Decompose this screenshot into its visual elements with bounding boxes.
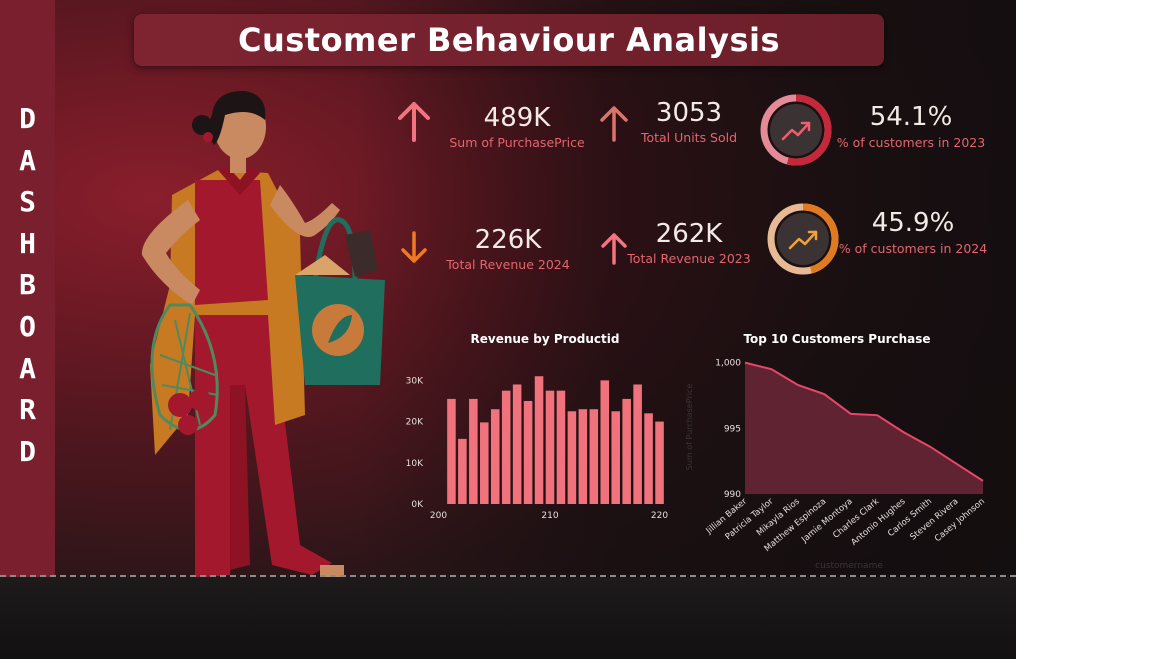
page-title: Customer Behaviour Analysis bbox=[237, 21, 781, 59]
kpi-value: 226K bbox=[474, 225, 542, 255]
bar bbox=[480, 422, 489, 504]
ring-center bbox=[777, 213, 829, 265]
bar bbox=[578, 409, 588, 504]
bar bbox=[545, 390, 555, 504]
bar bbox=[469, 398, 478, 504]
bar bbox=[501, 390, 511, 504]
kpi-label: Sum of PurchasePrice bbox=[449, 135, 585, 150]
x-axis-label: customername bbox=[815, 561, 883, 571]
kpi-label: Total Units Sold bbox=[640, 130, 738, 145]
bar bbox=[534, 376, 544, 504]
ring-progress bbox=[760, 94, 832, 166]
y-tick-label: 0K bbox=[411, 500, 424, 510]
bar bbox=[589, 409, 599, 504]
y-tick-label: 990 bbox=[724, 490, 741, 500]
arrow-up-icon bbox=[601, 233, 627, 265]
series-line bbox=[744, 361, 984, 482]
side-letter: R bbox=[19, 393, 36, 427]
bar bbox=[458, 438, 467, 504]
bar bbox=[644, 413, 653, 504]
bar bbox=[512, 384, 522, 504]
kpi-value: 489K bbox=[483, 103, 551, 133]
percent-customers-2023: 54.1% % of customers in 2023 bbox=[836, 102, 986, 150]
x-tick-label: 210 bbox=[541, 511, 558, 521]
side-letter: B bbox=[19, 268, 36, 302]
bar bbox=[447, 398, 456, 504]
kpi-value: 262K bbox=[655, 219, 723, 249]
y-tick-label: 995 bbox=[724, 424, 741, 434]
revenue-by-productid-chart: 0K 10K 20K 30K 200 210 220 bbox=[406, 376, 668, 521]
kpi-total-revenue-2024: 226K Total Revenue 2024 bbox=[443, 225, 573, 272]
trending-up-icon bbox=[788, 230, 818, 250]
percent-label: % of customers in 2024 bbox=[838, 241, 988, 256]
y-tick-label: 20K bbox=[406, 418, 424, 428]
bar bbox=[600, 380, 610, 504]
y-tick-label: 30K bbox=[406, 376, 424, 386]
bar bbox=[523, 400, 533, 504]
side-letter: S bbox=[19, 185, 36, 219]
ring-gauge-2024 bbox=[767, 203, 839, 275]
x-tick-label: 200 bbox=[430, 511, 447, 521]
side-letter: H bbox=[19, 226, 36, 260]
arrow-down-icon bbox=[401, 231, 427, 263]
kpi-value: 3053 bbox=[655, 98, 723, 128]
percent-label: % of customers in 2023 bbox=[836, 135, 986, 150]
kpi-sum-purchase-price: 489K Sum of PurchasePrice bbox=[447, 103, 587, 150]
area-chart-title: Top 10 Customers Purchase bbox=[743, 332, 931, 346]
side-letter: D bbox=[19, 102, 36, 135]
percent-customers-2024: 45.9% % of customers in 2024 bbox=[838, 208, 988, 256]
shopper-illustration bbox=[141, 90, 400, 637]
kpi-total-units-sold: 3053 Total Units Sold bbox=[624, 98, 754, 145]
side-strip bbox=[0, 0, 55, 577]
bar bbox=[490, 409, 500, 504]
bar bbox=[611, 411, 620, 504]
bar bbox=[633, 384, 642, 504]
kpi-label: Total Revenue 2023 bbox=[627, 251, 751, 266]
y-tick-label: 10K bbox=[406, 459, 424, 469]
bar-chart-title: Revenue by Productid bbox=[470, 332, 620, 346]
y-axis-label: Sum of PurchasePrice bbox=[685, 384, 694, 471]
kpi-total-revenue-2023: 262K Total Revenue 2023 bbox=[624, 219, 754, 266]
arrow-up-icon bbox=[600, 106, 628, 142]
floor-divider bbox=[0, 575, 1016, 577]
trending-up-icon bbox=[781, 121, 811, 141]
percent-value: 45.9% bbox=[871, 208, 955, 238]
side-letter: A bbox=[19, 143, 36, 177]
percent-value: 54.1% bbox=[869, 102, 953, 132]
bar bbox=[655, 421, 664, 504]
side-letter: O bbox=[19, 309, 36, 343]
area-fill bbox=[745, 362, 983, 494]
ring-progress bbox=[767, 203, 839, 275]
bar bbox=[567, 411, 577, 504]
arrow-up-icon bbox=[398, 102, 430, 142]
x-tick-label: 220 bbox=[651, 511, 668, 521]
floor bbox=[0, 577, 1016, 659]
side-letter: A bbox=[19, 351, 36, 385]
kpi-label: Total Revenue 2024 bbox=[446, 257, 570, 272]
side-letter: D bbox=[19, 434, 36, 468]
ring-gauge-2023 bbox=[760, 94, 832, 166]
arrow-head bbox=[807, 230, 818, 241]
title-banner bbox=[134, 14, 884, 66]
bar bbox=[556, 390, 566, 504]
ring-center bbox=[770, 104, 822, 156]
arrow-head bbox=[800, 121, 811, 132]
y-tick-label: 1,000 bbox=[715, 359, 741, 369]
bar bbox=[622, 398, 631, 504]
